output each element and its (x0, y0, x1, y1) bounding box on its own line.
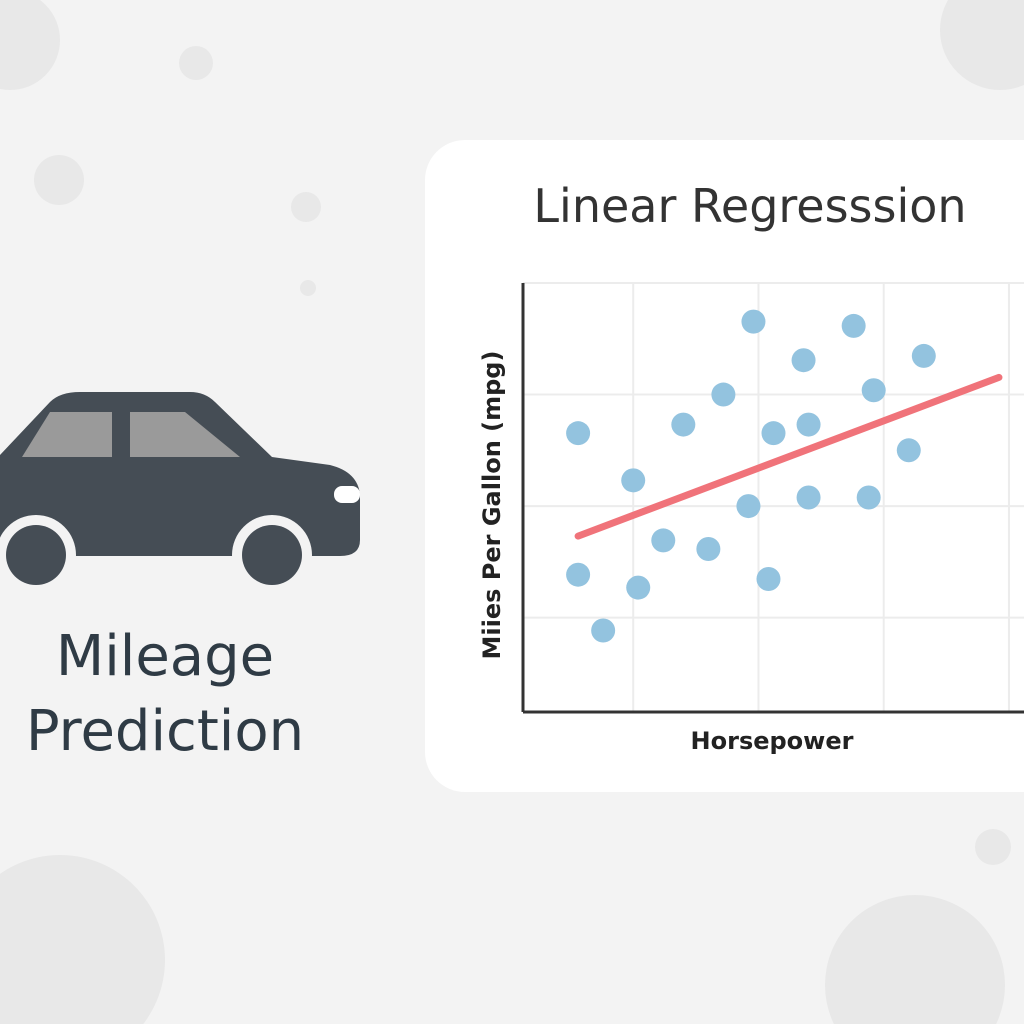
scatter-point (756, 567, 781, 592)
scatter-point (856, 485, 881, 510)
scatter-point (651, 528, 676, 553)
scatter-point (861, 378, 886, 403)
scatter-point (711, 382, 736, 407)
plot (521, 282, 1024, 714)
scatter-point (911, 343, 936, 368)
regression-line (574, 373, 1003, 540)
chart-title: Linear Regresssion (533, 179, 966, 233)
scatter-point (566, 421, 591, 446)
scatter-point (791, 348, 816, 373)
scatter-point (796, 485, 821, 510)
scatter-point (761, 421, 786, 446)
chart-card (425, 140, 1024, 792)
scatter-point (796, 412, 821, 437)
scatter-point (566, 562, 591, 587)
heading-line: Prediction (26, 699, 304, 764)
scatter-point (736, 494, 761, 519)
scatter-point (621, 468, 646, 493)
scatter-point (626, 575, 651, 600)
scatter-point (671, 412, 696, 437)
scatter-point (841, 313, 866, 338)
scatter-point (696, 536, 721, 561)
scatter-point (591, 618, 616, 643)
scatter-point (896, 438, 921, 463)
scatter-point (741, 309, 766, 334)
car-icon (0, 392, 360, 595)
heading-line: Mileage (56, 624, 274, 689)
x-axis-label: Horsepower (691, 727, 854, 755)
y-axis-label: Miies Per Gallon (mpg) (478, 351, 506, 660)
